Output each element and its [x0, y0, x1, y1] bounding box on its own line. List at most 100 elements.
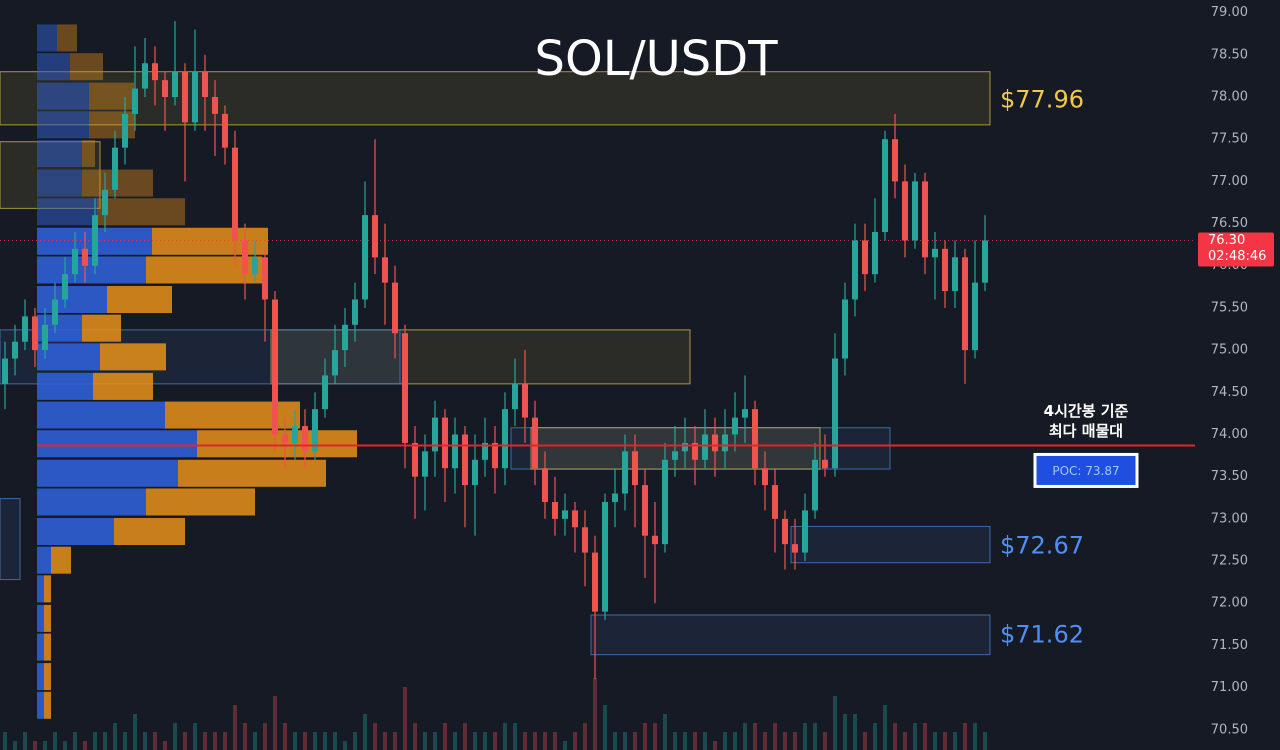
- candle-body: [722, 434, 728, 452]
- candle-body: [192, 71, 198, 123]
- candle-body: [752, 409, 758, 469]
- candle-body: [652, 535, 658, 545]
- volume-bar: [833, 696, 837, 750]
- volume-bar: [63, 741, 67, 750]
- profile-buy: [37, 198, 97, 226]
- volume-bar: [433, 732, 437, 750]
- candle-body: [822, 459, 828, 469]
- candle-body: [242, 240, 248, 275]
- zone-label: $72.67: [1000, 532, 1084, 560]
- volume-bar: [953, 732, 957, 750]
- volume-bar: [363, 714, 367, 750]
- candle-body: [82, 248, 88, 266]
- candle-body: [272, 299, 278, 435]
- volume-bar: [3, 732, 7, 750]
- volume-bar: [233, 705, 237, 750]
- volume-bar: [653, 723, 657, 750]
- profile-buy: [37, 517, 114, 546]
- volume-bar: [83, 741, 87, 750]
- volume-bar: [893, 723, 897, 750]
- volume-bar: [353, 732, 357, 750]
- volume-bar: [683, 732, 687, 750]
- volume-bar: [763, 732, 767, 750]
- candle-body: [72, 248, 78, 275]
- candle-body: [132, 88, 138, 114]
- y-tick-label: 78.00: [1211, 90, 1248, 105]
- volume-bar: [713, 741, 717, 750]
- profile-sell: [114, 517, 185, 546]
- candle-body: [932, 248, 938, 258]
- volume-bar: [303, 732, 307, 750]
- volume-bar: [373, 723, 377, 750]
- volume-bar: [963, 723, 967, 750]
- candle-body: [532, 417, 538, 469]
- candle-body: [832, 358, 838, 469]
- volume-bar: [103, 732, 107, 750]
- volume-bar: [533, 732, 537, 750]
- candle-body: [742, 409, 748, 418]
- candle-body: [212, 97, 218, 114]
- candle-body: [762, 468, 768, 486]
- candle-body: [782, 518, 788, 545]
- volume-bar: [593, 678, 597, 750]
- volume-bar: [623, 732, 627, 750]
- annotation: 최다 매물대: [1049, 422, 1123, 440]
- candle-body: [622, 451, 628, 494]
- volume-bar: [873, 723, 877, 750]
- volume-bar: [73, 732, 77, 750]
- candle-body: [382, 257, 388, 283]
- profile-buy: [37, 401, 165, 429]
- y-tick-label: 72.00: [1211, 596, 1248, 611]
- candle-body: [462, 434, 468, 486]
- candle-body: [982, 240, 988, 283]
- volume-bar: [753, 723, 757, 750]
- volume-bar: [863, 732, 867, 750]
- candle-body: [42, 324, 48, 351]
- volume-bar: [843, 714, 847, 750]
- candle-body: [262, 257, 268, 300]
- profile-buy: [37, 604, 44, 632]
- candle-body: [542, 468, 548, 502]
- candle-body: [702, 434, 708, 460]
- volume-bar: [903, 732, 907, 750]
- volume-bar: [203, 732, 207, 750]
- candle-body: [512, 383, 518, 410]
- volume-bar: [583, 723, 587, 750]
- volume-bar: [813, 723, 817, 750]
- candle-body: [222, 113, 228, 148]
- candle-body: [22, 316, 28, 342]
- candle-body: [312, 409, 318, 452]
- candle-body: [732, 417, 738, 435]
- volume-bar: [213, 732, 217, 750]
- candle-body: [52, 299, 58, 325]
- zone-label: $77.96: [1000, 85, 1084, 113]
- volume-bar: [553, 732, 557, 750]
- volume-bar: [923, 723, 927, 750]
- profile-sell: [197, 430, 357, 458]
- volume-bar: [123, 732, 127, 750]
- candle-body: [102, 189, 108, 216]
- volume-bar: [643, 723, 647, 750]
- volume-bar: [723, 732, 727, 750]
- candle-body: [232, 147, 238, 241]
- profile-buy: [37, 111, 89, 139]
- profile-buy: [37, 24, 57, 52]
- volume-bar: [823, 732, 827, 750]
- profile-sell: [82, 314, 121, 342]
- volume-bar: [803, 723, 807, 750]
- y-tick-label: 79.00: [1211, 5, 1248, 20]
- profile-buy: [37, 575, 44, 603]
- candle-body: [902, 181, 908, 241]
- last-price-tag: [1198, 232, 1274, 267]
- profile-buy: [37, 372, 93, 400]
- candle-body: [162, 80, 168, 98]
- candle-body: [912, 181, 918, 241]
- candle-body: [422, 451, 428, 477]
- volume-bar: [403, 687, 407, 750]
- y-tick-label: 74.50: [1211, 385, 1248, 400]
- zone-label: $71.62: [1000, 620, 1084, 648]
- profile-sell: [44, 691, 51, 719]
- profile-sell: [146, 488, 255, 516]
- volume-bar: [253, 732, 257, 750]
